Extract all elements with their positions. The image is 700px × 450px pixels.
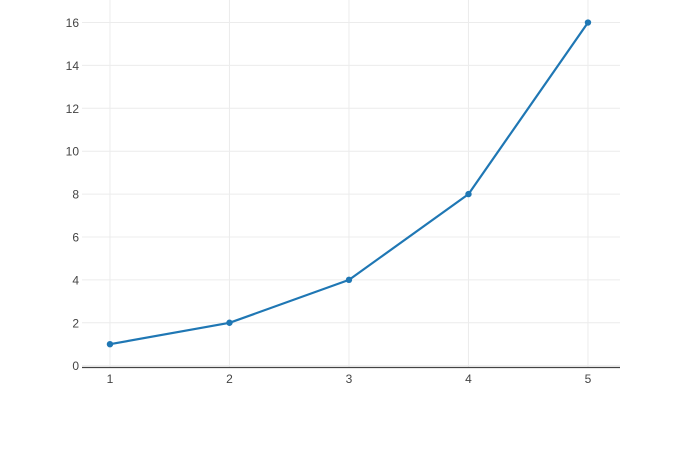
y-tick-label: 12 <box>66 102 80 116</box>
x-tick-label: 5 <box>585 372 592 386</box>
y-tick-label: 4 <box>72 273 79 287</box>
x-tick-label: 4 <box>465 372 472 386</box>
y-tick-label: 6 <box>72 230 79 244</box>
x-tick-label: 3 <box>346 372 353 386</box>
y-tick-label: 16 <box>66 16 80 30</box>
y-tick-label: 2 <box>72 316 79 330</box>
x-tick-label: 1 <box>107 372 114 386</box>
data-point[interactable] <box>584 19 592 26</box>
x-tick-label: 2 <box>226 372 233 386</box>
data-point[interactable] <box>465 190 472 198</box>
data-point[interactable] <box>345 276 353 284</box>
y-tick-label: 0 <box>72 359 79 373</box>
data-point[interactable] <box>226 319 233 326</box>
y-tick-label: 8 <box>72 188 79 202</box>
data-point[interactable] <box>106 340 114 348</box>
y-tick-label: 10 <box>66 145 80 159</box>
y-tick-label: 14 <box>66 59 80 73</box>
